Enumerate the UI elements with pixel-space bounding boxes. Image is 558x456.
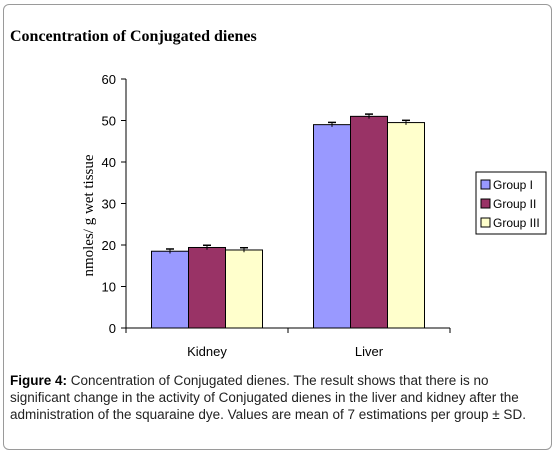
y-tick-label: 40 [102, 155, 116, 170]
y-tick-label: 20 [102, 238, 116, 253]
bar [387, 122, 425, 329]
bar [151, 250, 189, 329]
caption-label: Figure 4: [10, 373, 68, 388]
bar-chart: 0 10 20 30 40 50 60 nmoles/ g wet tissue Kidney L… [81, 72, 547, 359]
y-tick-label: 10 [102, 280, 116, 295]
category-label: Liver [355, 344, 384, 359]
caption-text: Concentration of Conjugated dienes. The … [10, 373, 526, 422]
bar [313, 124, 351, 329]
bar [188, 246, 226, 329]
figure-frame [3, 4, 552, 450]
y-tick-label: 30 [102, 197, 116, 212]
bar [225, 249, 263, 329]
y-tick-label: 50 [102, 114, 116, 129]
y-tick-label: 60 [102, 72, 116, 87]
y-axis-label: nmoles/ g wet tissue [81, 154, 97, 276]
chart-title: Concentration of Conjugated dienes [10, 28, 257, 45]
legend-label: Group II [493, 197, 536, 211]
figure-caption: Figure 4: Concentration of Conjugated di… [10, 372, 548, 423]
legend-label: Group I [493, 178, 533, 192]
legend-swatch [480, 198, 491, 209]
legend-label: Group III [493, 216, 540, 230]
category-label: Kidney [187, 344, 227, 359]
y-tick-label: 0 [109, 321, 116, 336]
legend-swatch [480, 217, 491, 228]
legend-swatch [480, 179, 491, 190]
bar [350, 115, 388, 329]
